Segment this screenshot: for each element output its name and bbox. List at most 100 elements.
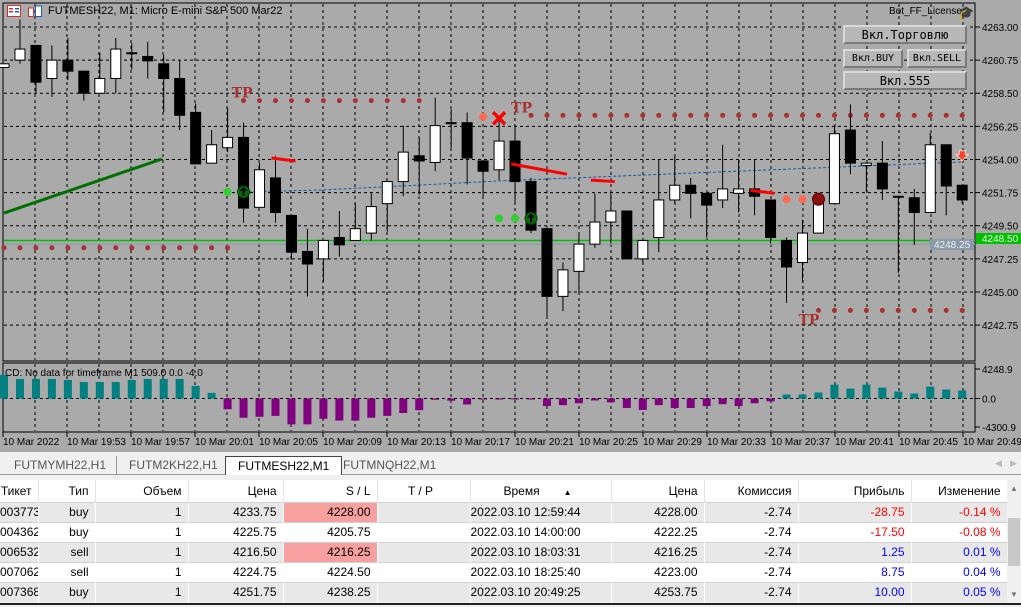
cell-time: 2022.03.10 18:03:31 — [470, 541, 612, 562]
column-header-5[interactable]: T / P — [377, 480, 471, 502]
signal-segment — [590, 178, 615, 184]
tab-futmesh22[interactable]: FUTMESH22,M1 — [225, 456, 343, 475]
time-label: 10 Mar 20:13 — [387, 437, 446, 448]
histogram-bar — [175, 378, 184, 399]
enable-555-button[interactable]: Вкл.555 — [843, 71, 967, 90]
cell-commission: -2.74 — [704, 521, 799, 542]
tp-dot — [959, 307, 965, 313]
stop-dot — [113, 245, 119, 251]
column-header-2[interactable]: Объем — [95, 480, 189, 502]
column-header-6[interactable]: Время ▲ — [470, 480, 612, 502]
column-header-0[interactable]: Тикет — [0, 480, 39, 502]
scroll-right-icon[interactable]: ▶ — [1010, 458, 1017, 468]
tab-futmnqh22[interactable]: FUTMNQH22,M1 — [343, 458, 437, 472]
column-header-10[interactable]: Изменение — [911, 480, 1008, 502]
bull-candle-body — [653, 199, 665, 238]
candle — [892, 195, 904, 273]
candle — [924, 132, 936, 213]
tp-dot — [895, 307, 901, 313]
column-header-9[interactable]: Прибыль — [798, 480, 912, 502]
candle — [669, 156, 681, 204]
bull-candle-body — [110, 48, 122, 80]
histogram-bar — [558, 398, 567, 406]
cell-type: sell — [38, 541, 96, 562]
column-header-3[interactable]: Цена — [188, 480, 284, 502]
histogram-bar — [878, 387, 887, 399]
bear-candle-body — [269, 177, 281, 213]
column-header-8[interactable]: Комиссия — [704, 480, 799, 502]
bear-candle-body — [30, 44, 42, 83]
candle — [765, 199, 777, 244]
bull-candle-body — [717, 188, 729, 201]
time-label: 10 Mar 19:53 — [67, 437, 126, 448]
chart-canvas[interactable]: 4263.00 4260.75 4258.50 4256.25 4254.00 4251.… — [0, 0, 1021, 452]
stop-dot — [161, 245, 167, 251]
chart-window-icon[interactable] — [28, 5, 42, 17]
enable-trading-button[interactable]: Вкл.Торговлю — [843, 25, 967, 44]
tp-dot — [863, 307, 869, 313]
cell-commission: -2.74 — [704, 581, 799, 602]
table-row[interactable]: 007368 buy 1 4251.75 4238.25 2022.03.10 20:49… — [0, 581, 1008, 602]
histogram-bar — [798, 394, 807, 399]
candle — [238, 122, 250, 223]
bear-candle-body — [844, 129, 856, 164]
bear-candle-body — [956, 184, 968, 201]
candle — [541, 228, 553, 317]
histogram-bar — [638, 398, 647, 410]
cell-tp — [377, 521, 471, 542]
candle — [365, 193, 377, 241]
enable-buy-button[interactable]: Вкл.BUY — [843, 49, 903, 68]
tp-dot — [927, 112, 933, 118]
histogram-bar — [511, 398, 520, 400]
scroll-up-icon[interactable]: ▲ — [1010, 484, 1018, 493]
table-header: Тикет Тип Объем Цена S / L T / P Время ▲ Цена Ком… — [0, 480, 1008, 502]
histogram-bar — [542, 398, 551, 407]
tp-dot — [384, 98, 390, 104]
enable-sell-button[interactable]: Вкл.SELL — [907, 49, 967, 68]
candle — [733, 159, 745, 213]
candle — [876, 141, 888, 200]
cell-change: 0.05 % — [911, 581, 1008, 602]
column-header-label: Изменение — [938, 483, 1001, 498]
bear-candle-body — [940, 144, 952, 187]
table-row[interactable]: 006532 sell 1 4216.50 4216.25 2022.03.10 18:0… — [0, 541, 1008, 562]
price-chart[interactable]: 4263.00 4260.75 4258.50 4256.25 4254.00 4251.… — [0, 0, 1021, 452]
table-row[interactable]: 004362 buy 1 4225.75 4205.75 2022.03.10 14:00… — [0, 521, 1008, 542]
tab-futmymh22[interactable]: FUTMYMH22,H1 — [14, 458, 107, 472]
bull-candle-body — [429, 125, 441, 163]
histogram-bar — [958, 390, 967, 399]
column-header-label: Время — [503, 483, 540, 498]
cell-commission: -2.74 — [704, 541, 799, 562]
time-label: 10 Mar 20:33 — [707, 437, 766, 448]
tp-dot — [863, 112, 869, 118]
chart-list-icon[interactable] — [7, 5, 21, 17]
bull-candle-body — [349, 228, 361, 241]
graduation-cap-icon: 🎓 — [958, 5, 975, 20]
scroll-down-icon[interactable]: ▼ — [1010, 590, 1018, 599]
tp-dot — [943, 307, 949, 313]
tp-dot — [640, 112, 646, 118]
histogram-bar — [431, 398, 440, 400]
chart-tabs: FUTMYMH22,H1 FUTM2KH22,H1 FUTMESH22,M1 F… — [0, 455, 1021, 475]
tab-futm2kh22[interactable]: FUTM2KH22,H1 — [116, 456, 230, 475]
column-header-1[interactable]: Тип — [38, 480, 96, 502]
column-header-7[interactable]: Цена — [611, 480, 705, 502]
tp-dot — [320, 98, 326, 104]
table-row[interactable]: 003773 buy 1 4233.75 4228.00 2022.03.10 12:59… — [0, 501, 1008, 522]
scrollbar-thumb[interactable] — [1008, 518, 1020, 566]
tp-dot — [720, 112, 726, 118]
orange-signal-dot — [798, 195, 807, 204]
histogram-bar — [606, 398, 615, 403]
cell-volume: 1 — [95, 521, 189, 542]
bid-price-badge — [976, 233, 1021, 244]
histogram-bar — [463, 398, 472, 405]
scroll-left-icon[interactable]: ◀ — [995, 458, 1002, 468]
column-header-4[interactable]: S / L — [283, 480, 378, 502]
stop-dot — [1, 245, 7, 251]
table-row[interactable]: 007062 sell 1 4224.75 4224.50 2022.03.10 18:2… — [0, 561, 1008, 582]
bear-candle-body — [701, 192, 713, 206]
tp-dot — [416, 98, 422, 104]
bull-candle-body — [924, 144, 936, 213]
green-signal-dot — [223, 187, 232, 196]
bull-candle-body — [254, 169, 266, 208]
